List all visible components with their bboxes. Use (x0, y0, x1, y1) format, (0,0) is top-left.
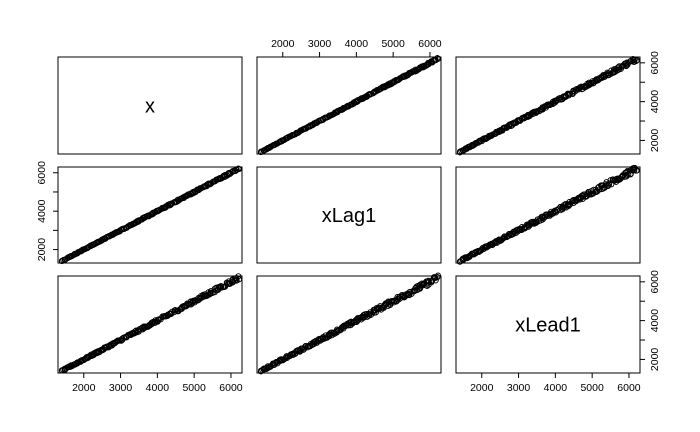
panel-frame (57, 56, 243, 155)
y-tick-label-right: 2000 (649, 129, 661, 153)
panel-frame (256, 275, 442, 374)
x-tick-label-bottom: 2000 (72, 382, 96, 394)
y-tick-label-left: 6000 (36, 161, 48, 185)
scatter-panel-xLead1-vs-xLag1 (257, 272, 442, 375)
data-point (631, 167, 638, 174)
scatter-panel-x-vs-xLag1 (257, 55, 442, 156)
data-point (372, 309, 379, 316)
data-point (633, 57, 641, 64)
data-point (301, 344, 308, 351)
data-point (353, 318, 360, 326)
data-point (584, 80, 591, 87)
data-point (510, 231, 517, 238)
x-tick-label-top: 3000 (308, 38, 332, 50)
y-tick-label-right: 6000 (649, 51, 661, 75)
data-point (633, 167, 641, 174)
y-tick-label-left: 4000 (36, 199, 48, 223)
data-point (235, 273, 242, 280)
data-point (235, 276, 243, 283)
x-tick-label-top: 4000 (345, 38, 369, 50)
data-point (314, 119, 321, 126)
panel-frame (256, 166, 442, 264)
panel-frame (455, 166, 641, 264)
x-tick-label-top: 6000 (418, 38, 442, 50)
x-tick-label-bottom: 2000 (470, 382, 494, 394)
x-tick-label-bottom: 4000 (544, 382, 568, 394)
data-point (374, 86, 381, 94)
diagonal-label-xLag1: xLag1 (322, 205, 377, 227)
y-tick-label-right: 4000 (649, 90, 661, 114)
data-point (565, 202, 572, 210)
x-tick-label-bottom: 5000 (182, 382, 206, 394)
data-point (434, 55, 441, 62)
data-point (235, 165, 242, 172)
diagonal-label-x: x (145, 96, 155, 118)
diagonal-label-xLead1: xLead1 (515, 315, 581, 337)
scatter-panel-xLag1-vs-x (58, 165, 243, 265)
y-tick-label-right: 2000 (649, 348, 661, 372)
scatter-panel-x-vs-xLead1 (456, 56, 641, 156)
scatter-panel-xLead1-vs-x (58, 273, 243, 374)
x-tick-label-bottom: 3000 (507, 382, 531, 394)
data-point (204, 181, 211, 188)
x-tick-label-top: 2000 (271, 38, 295, 50)
y-tick-label-right: 4000 (649, 309, 661, 333)
data-point (434, 55, 442, 62)
data-point (278, 356, 285, 363)
data-point (434, 272, 442, 279)
x-tick-label-bottom: 4000 (146, 382, 170, 394)
y-tick-label-right: 6000 (649, 270, 661, 294)
data-point (605, 182, 612, 189)
x-tick-label-bottom: 6000 (219, 382, 243, 394)
x-tick-label-bottom: 6000 (617, 382, 641, 394)
scatter-panel-xLag1-vs-xLead1 (456, 164, 641, 265)
data-point (633, 57, 640, 64)
x-tick-label-bottom: 5000 (580, 382, 604, 394)
data-point (432, 277, 439, 284)
x-tick-label-bottom: 3000 (109, 382, 133, 394)
data-point (623, 172, 630, 179)
data-point (235, 166, 243, 173)
data-point (58, 258, 65, 265)
data-point (395, 76, 402, 84)
data-point (425, 277, 432, 284)
x-tick-label-top: 5000 (381, 38, 405, 50)
data-point (627, 171, 634, 178)
y-tick-label-left: 2000 (36, 238, 48, 262)
